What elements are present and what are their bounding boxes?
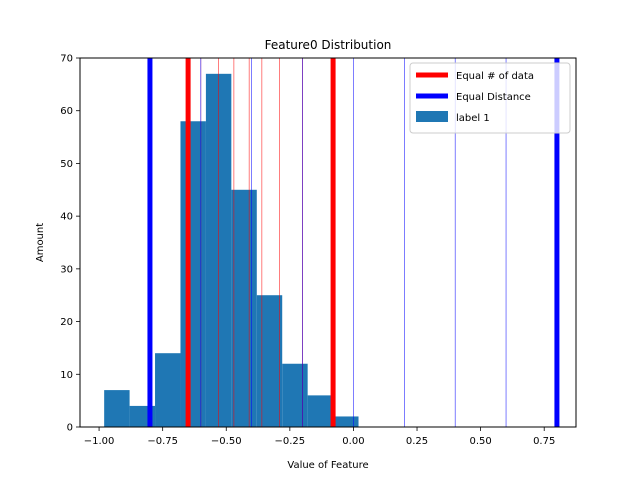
y-tick-label: 70 [60,54,73,65]
x-tick-label: −0.25 [275,436,306,447]
histogram-bar [333,416,359,427]
legend-label: Equal # of data [456,71,534,82]
y-tick-label: 20 [60,317,73,328]
histogram-bar [307,395,334,427]
legend-label: label 1 [456,113,490,124]
x-tick-label: −0.75 [147,436,178,447]
x-tick-label: 0.00 [342,436,364,447]
axes-frame [79,57,577,428]
y-tick-label: 40 [60,212,73,223]
histogram-bar [282,363,308,427]
y-axis-label: Amount [35,223,46,262]
x-axis: −1.00 −0.75 −0.50 −0.25 0.00 0.25 0.50 0.75 [84,427,555,447]
x-tick-label: 0.75 [533,436,555,447]
y-tick-label: 50 [60,159,73,170]
legend-label: Equal Distance [456,92,531,103]
x-tick-label: −1.00 [84,436,115,447]
histogram-bar [180,121,206,427]
legend: Equal # of data Equal Distance label 1 [409,62,571,134]
histogram-bar [155,353,181,427]
legend-swatch-patch [416,111,448,122]
y-tick-label: 60 [60,106,73,117]
legend-box [409,62,571,134]
histogram-bar [231,189,257,427]
x-tick-label: 0.50 [469,436,491,447]
histogram-bar [256,295,283,427]
x-axis-label: Value of Feature [287,460,368,471]
x-tick-label: 0.25 [406,436,428,447]
plot-area [104,58,560,427]
x-tick-label: −0.50 [211,436,242,447]
y-tick-label: 10 [60,370,73,381]
chart-title: Feature0 Distribution [265,38,392,52]
y-tick-label: 30 [60,264,73,275]
y-axis: 0 10 20 30 40 50 60 70 [60,54,80,434]
histogram-bar [104,390,130,427]
y-tick-label: 0 [67,423,73,434]
